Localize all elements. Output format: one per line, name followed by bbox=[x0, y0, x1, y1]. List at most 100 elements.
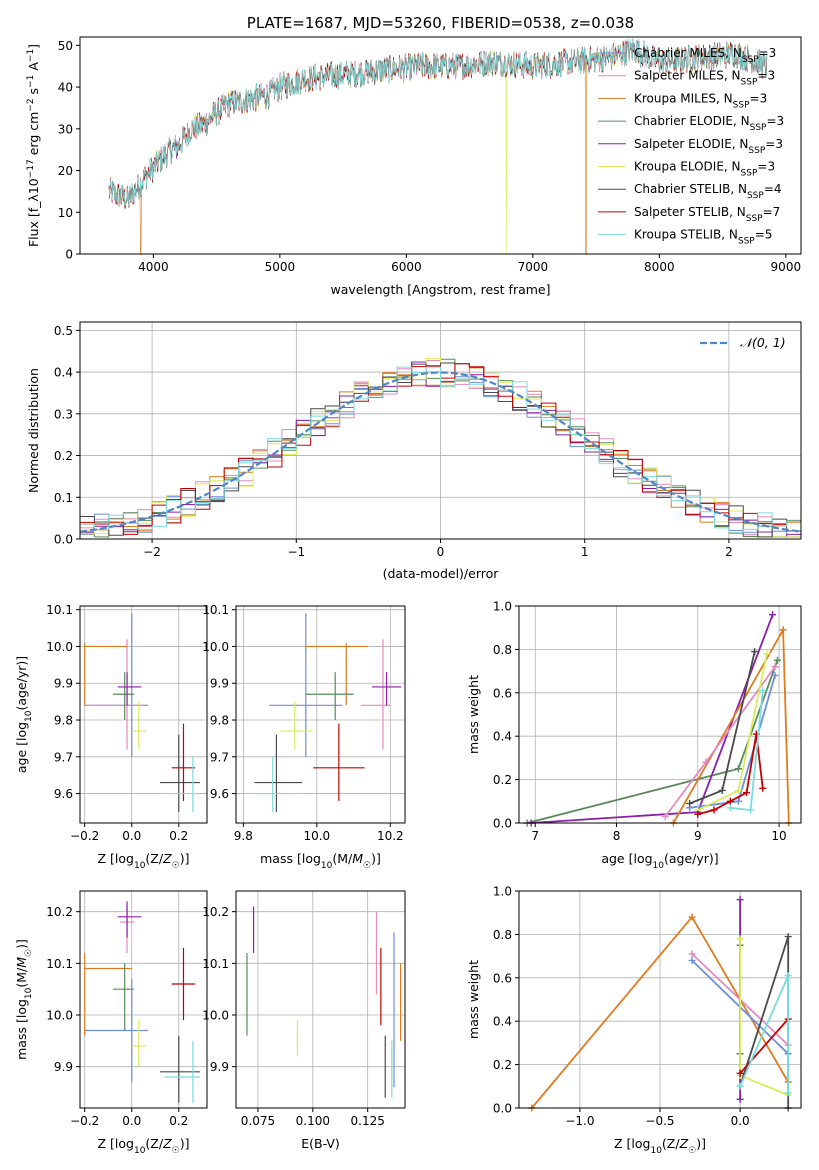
legend: 𝒩(0, 1) bbox=[700, 335, 786, 350]
x-tick-label: −1 bbox=[287, 545, 305, 559]
point-marker bbox=[743, 789, 751, 797]
y-tick-label: 10.2 bbox=[46, 905, 73, 919]
y-tick-label: 1.0 bbox=[493, 885, 512, 899]
grid-lines bbox=[236, 606, 405, 823]
y-tick-label: 9.8 bbox=[210, 714, 229, 728]
y-tick-label: 10 bbox=[58, 206, 73, 220]
y-tick-label: 10.1 bbox=[46, 957, 73, 971]
point-marker bbox=[734, 786, 742, 794]
point-marker bbox=[779, 626, 787, 634]
point-marker bbox=[661, 812, 669, 820]
legend-label: Kroupa STELIB, NSSP=5 bbox=[634, 228, 772, 247]
point-marker bbox=[734, 765, 742, 773]
plot-frame bbox=[79, 890, 208, 1109]
spectrum-lines bbox=[108, 38, 768, 254]
y-tick-label: 0.6 bbox=[493, 686, 512, 700]
legend-label: Kroupa MILES, NSSP=3 bbox=[634, 91, 767, 110]
y-tick-label: 9.9 bbox=[210, 677, 229, 691]
legend-label: 𝒩(0, 1) bbox=[740, 335, 786, 350]
y-tick-label: 9.8 bbox=[54, 714, 73, 728]
point-marker bbox=[771, 663, 779, 671]
legend-label: Salpeter MILES, NSSP=3 bbox=[634, 69, 775, 88]
point-marker bbox=[759, 784, 767, 792]
grid-lines bbox=[519, 890, 801, 1109]
y-tick-label: 9.7 bbox=[54, 750, 73, 764]
x-tick-label: 7000 bbox=[518, 260, 549, 274]
x-tick-label: 0.0 bbox=[122, 1114, 141, 1128]
y-axis-label: mass [log10(M/M☉)] bbox=[14, 939, 34, 1060]
y-tick-label: 30 bbox=[58, 122, 73, 136]
x-tick-label: 10.0 bbox=[303, 829, 330, 843]
x-tick-label: 10.2 bbox=[377, 829, 404, 843]
axes-residuals: −2 −1 0 1 2 0.0 0.1 0.2 0.3 0.4 0.5 (data-model)/er… bbox=[26, 321, 802, 581]
legend-label: Chabrier STELIB, NSSP=4 bbox=[634, 182, 782, 201]
point-marker bbox=[784, 1089, 792, 1097]
y-tick-label: 1.0 bbox=[493, 600, 512, 614]
y-tick-label: 9.9 bbox=[54, 677, 73, 691]
series-lines bbox=[523, 611, 793, 827]
axes-mass-vs-Z: −0.2 0.0 0.2 9.9 10.0 10.1 10.2 Z [log10(Z/Z☉)]… bbox=[14, 890, 208, 1156]
series-line bbox=[739, 975, 790, 1093]
point-marker bbox=[736, 1095, 744, 1103]
plot-frame bbox=[235, 890, 406, 1109]
point-marker bbox=[694, 810, 702, 818]
x-tick-label: 0 bbox=[437, 545, 445, 559]
y-tick-label: 0.0 bbox=[493, 1102, 512, 1116]
x-tick-label: 9000 bbox=[771, 260, 802, 274]
x-tick-label: 0.100 bbox=[296, 1114, 330, 1128]
x-axis-label: Z [log10(Z/Z☉)] bbox=[97, 851, 189, 871]
y-tick-label: 10.1 bbox=[202, 603, 229, 617]
x-tick-label: −2 bbox=[143, 545, 161, 559]
grid-lines bbox=[80, 606, 207, 823]
y-tick-label: 0.0 bbox=[493, 817, 512, 831]
y-axis-label: mass weight bbox=[466, 960, 481, 1039]
y-axis-label: mass weight bbox=[466, 675, 481, 754]
point-marker bbox=[769, 611, 777, 619]
point-marker bbox=[702, 758, 710, 766]
error-bars bbox=[84, 613, 200, 812]
point-marker bbox=[688, 913, 696, 921]
axis-frame: −2 −1 0 1 2 0.0 0.1 0.2 0.3 0.4 0.5 (data-model)/er… bbox=[26, 321, 802, 581]
plot-frame bbox=[235, 605, 406, 824]
error-bars bbox=[246, 906, 402, 1098]
y-tick-label: 10.0 bbox=[46, 640, 73, 654]
point-marker bbox=[773, 656, 781, 664]
legend-label: Chabrier ELODIE, NSSP=3 bbox=[634, 114, 784, 133]
plot-frame bbox=[79, 36, 802, 255]
y-tick-label: 50 bbox=[58, 39, 73, 53]
x-tick-label: 0.125 bbox=[351, 1114, 385, 1128]
spectrum-kroupa-stelib bbox=[108, 38, 768, 208]
axis-frame: −0.2 0.0 0.2 9.9 10.0 10.1 10.2 Z [log10(Z/Z☉)]… bbox=[14, 890, 208, 1156]
axis-frame: 9.8 10.0 10.2 9.6 9.7 9.8 9.9 10.0 10.1 mass [log… bbox=[202, 603, 406, 871]
x-tick-label: 10 bbox=[771, 829, 786, 843]
y-tick-label: 10.0 bbox=[202, 640, 229, 654]
x-tick-label: −0.5 bbox=[645, 1114, 674, 1128]
x-tick-label: 9 bbox=[694, 829, 702, 843]
point-marker bbox=[784, 933, 792, 941]
point-marker bbox=[771, 671, 779, 679]
x-tick-label: 8000 bbox=[644, 260, 675, 274]
point-marker bbox=[763, 650, 771, 658]
point-marker bbox=[784, 972, 792, 980]
axis-frame: 0.075 0.100 0.125 9.9 10.0 10.1 10.2 E(B-V) bbox=[202, 890, 406, 1151]
x-tick-label: 0.2 bbox=[169, 1114, 188, 1128]
point-marker bbox=[736, 896, 744, 904]
grid-lines bbox=[236, 891, 405, 1108]
x-tick-label: 0.075 bbox=[241, 1114, 275, 1128]
hist-salpeter-stelib bbox=[80, 363, 801, 538]
x-tick-label: 0.0 bbox=[122, 829, 141, 843]
y-tick-label: 0.5 bbox=[54, 324, 73, 338]
y-tick-label: 0.8 bbox=[493, 643, 512, 657]
legend-label: Chabrier MILES, NSSP=3 bbox=[634, 46, 776, 65]
y-tick-label: 9.9 bbox=[210, 1060, 229, 1074]
point-marker bbox=[688, 950, 696, 958]
y-tick-label: 40 bbox=[58, 81, 73, 95]
x-tick-label: 9.8 bbox=[234, 829, 253, 843]
plot-frame bbox=[518, 605, 802, 824]
x-tick-label: 0.0 bbox=[731, 1114, 750, 1128]
point-marker bbox=[726, 804, 734, 812]
x-axis-label: Z [log10(Z/Z☉)] bbox=[97, 1136, 189, 1156]
y-tick-label: 10.1 bbox=[46, 603, 73, 617]
point-marker bbox=[718, 786, 726, 794]
axes-age-vs-mass: 9.8 10.0 10.2 9.6 9.7 9.8 9.9 10.0 10.1 mass [log… bbox=[202, 603, 406, 871]
